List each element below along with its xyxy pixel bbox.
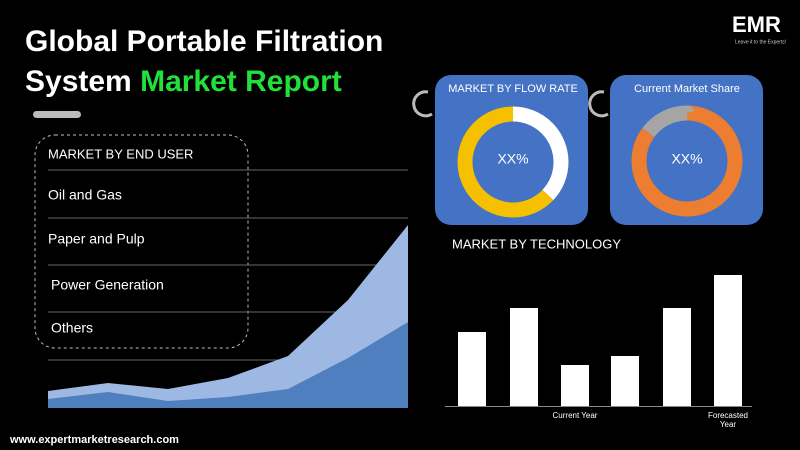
title: Global Portable Filtration [25, 25, 383, 58]
accent-pill [33, 111, 81, 118]
bar-chart [458, 275, 742, 406]
area-chart [48, 225, 408, 408]
title: System Market Report [25, 65, 342, 98]
donut-segment [457, 106, 569, 218]
bar [663, 308, 691, 406]
footer-url: www.expertmarketresearch.com [9, 434, 179, 446]
donut [631, 105, 743, 217]
card-title: Current Market Share [634, 83, 740, 95]
donut-label: XX% [497, 151, 528, 167]
x-tick-label: Current Year [552, 411, 598, 420]
donut-label: XX% [671, 151, 702, 167]
logo: EMR [732, 12, 781, 37]
card-title: MARKET BY FLOW RATE [448, 83, 578, 95]
bar [611, 356, 639, 406]
bar [714, 275, 742, 406]
bar [561, 365, 589, 406]
bar [458, 332, 486, 406]
area [48, 225, 408, 408]
cycle-icon [588, 90, 609, 118]
donut [457, 106, 569, 218]
donut-segment [631, 105, 743, 217]
list-item: Power Generation [51, 277, 164, 293]
list-item: Paper and Pulp [48, 231, 145, 247]
x-tick-label: Forecasted Year [707, 411, 749, 429]
section-title: MARKET BY TECHNOLOGY [452, 236, 621, 251]
section-title: MARKET BY END USER [48, 146, 193, 161]
list-item: Oil and Gas [48, 187, 122, 203]
cycle-icon [412, 90, 433, 118]
list-item: Others [51, 320, 93, 336]
area [48, 322, 408, 408]
bar [510, 308, 538, 406]
legend-box [34, 134, 249, 349]
title-part: System [25, 65, 132, 98]
logo-tagline: Leave it to the Experts! [735, 39, 786, 45]
title-highlight: Market Report [140, 65, 342, 98]
